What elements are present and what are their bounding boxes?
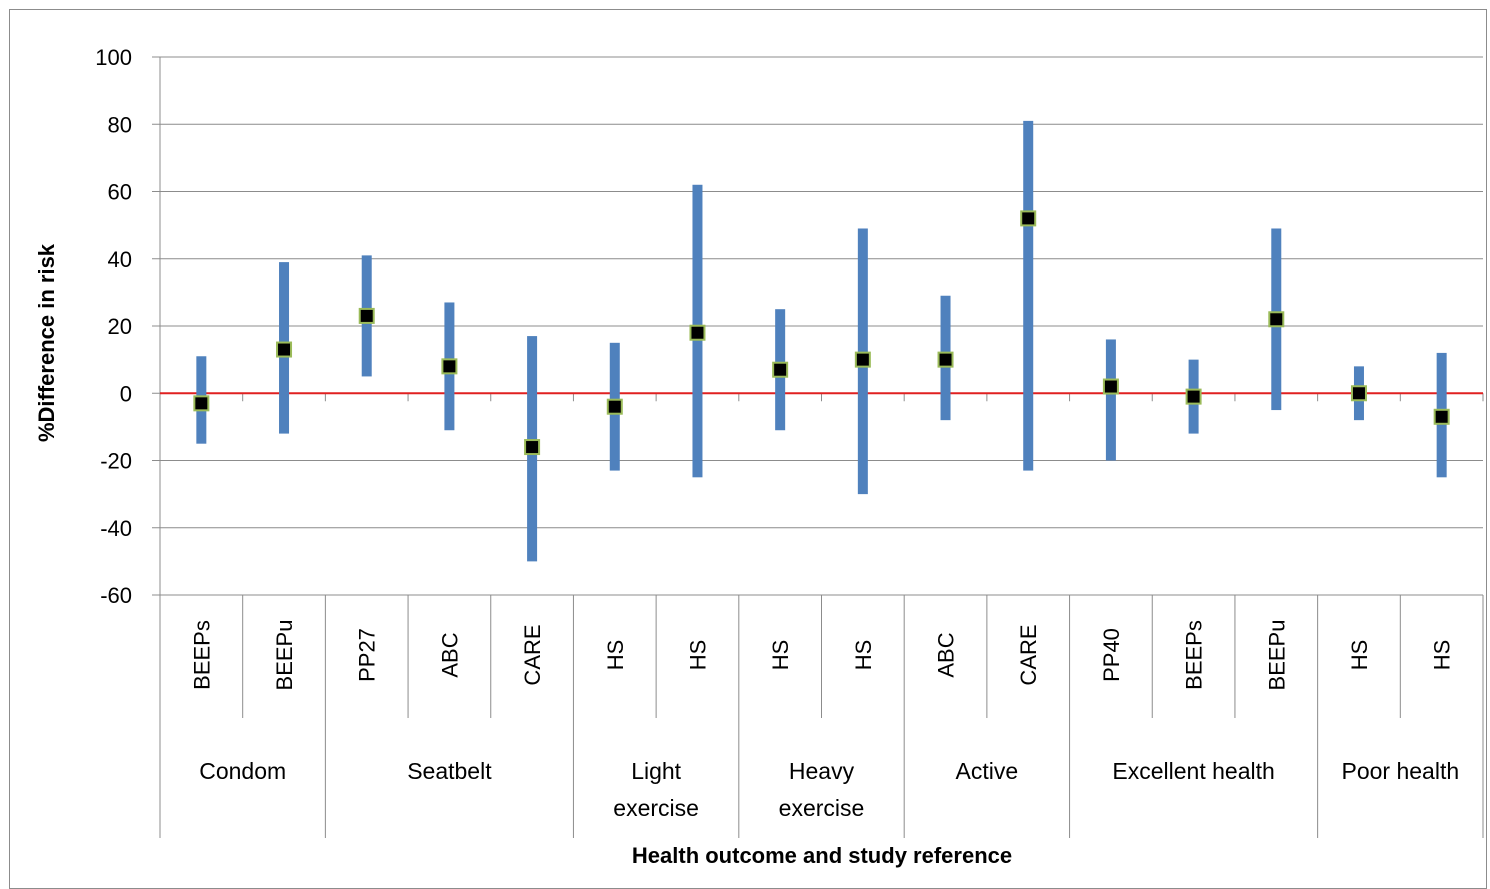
- point-marker: [1185, 388, 1202, 405]
- point-marker: [1268, 311, 1285, 328]
- group-label: Poor health: [1341, 758, 1459, 784]
- error-bars: [196, 120, 1447, 562]
- study-label: BEEPu: [272, 620, 297, 691]
- y-axis-title: %Difference in risk: [34, 243, 59, 442]
- point-marker: [1350, 385, 1367, 402]
- study-label: PP27: [355, 628, 380, 682]
- group-label: Heavy exercise: [779, 758, 865, 821]
- point-marker: [1020, 210, 1037, 227]
- error-bar: [1023, 120, 1034, 471]
- point-marker: [193, 395, 210, 412]
- y-tick-label: 40: [108, 247, 132, 272]
- point-marker: [1433, 408, 1450, 425]
- study-labels: BEEPs BEEPu PP27 ABC CARE HS HS HS HS ABC CARE PP40…: [189, 620, 1454, 691]
- y-tick-label: -20: [100, 449, 132, 474]
- group-label: Condom: [199, 758, 286, 784]
- y-tick-label: 60: [108, 180, 132, 205]
- study-label: HS: [1347, 640, 1372, 671]
- y-tick-label: -60: [100, 583, 132, 608]
- y-tick-label: 0: [120, 381, 132, 406]
- point-marker: [606, 398, 623, 415]
- point-marker: [937, 351, 954, 368]
- point-marker: [772, 361, 789, 378]
- study-label: CARE: [1016, 624, 1041, 685]
- y-tick-label: 80: [108, 112, 132, 137]
- study-label: PP40: [1099, 628, 1124, 682]
- chart-frame: [9, 9, 1487, 889]
- study-label: BEEPs: [1182, 620, 1207, 690]
- y-tick-label: 20: [108, 314, 132, 339]
- grid-lines: [160, 56, 1483, 529]
- study-label: BEEPs: [189, 620, 214, 690]
- study-label: HS: [603, 640, 628, 671]
- study-label: ABC: [437, 632, 462, 677]
- study-label: CARE: [520, 624, 545, 685]
- point-marker: [1102, 378, 1119, 395]
- error-bar: [1105, 339, 1116, 461]
- y-tick-label: 100: [95, 45, 132, 70]
- group-label: Seatbelt: [407, 758, 492, 784]
- y-tick-label: -40: [100, 516, 132, 541]
- point-marker: [358, 307, 375, 324]
- chart: 100 80 60 40 20 0 -20 -40 -60 BEEPs BEEPu PP27 ABC C…: [34, 45, 1484, 868]
- group-labels: Condom Seatbelt Light exercise Heavy exercise…: [199, 758, 1459, 821]
- group-label: Active: [956, 758, 1019, 784]
- point-marker: [854, 351, 871, 368]
- point-marker: [524, 439, 541, 456]
- axes: [152, 56, 1484, 838]
- x-axis-title: Health outcome and study reference: [632, 843, 1012, 868]
- study-label: HS: [1430, 640, 1455, 671]
- group-label: Light exercise: [613, 758, 699, 821]
- point-marker: [276, 341, 293, 358]
- point-marker: [689, 324, 706, 341]
- y-tick-labels: 100 80 60 40 20 0 -20 -40 -60: [95, 45, 132, 608]
- point-markers: [193, 210, 1450, 456]
- study-label: HS: [768, 640, 793, 671]
- study-label: HS: [851, 640, 876, 671]
- study-label: BEEPu: [1264, 620, 1289, 691]
- point-marker: [441, 358, 458, 375]
- study-label: ABC: [934, 632, 959, 677]
- study-label: HS: [685, 640, 710, 671]
- group-label: Excellent health: [1112, 758, 1274, 784]
